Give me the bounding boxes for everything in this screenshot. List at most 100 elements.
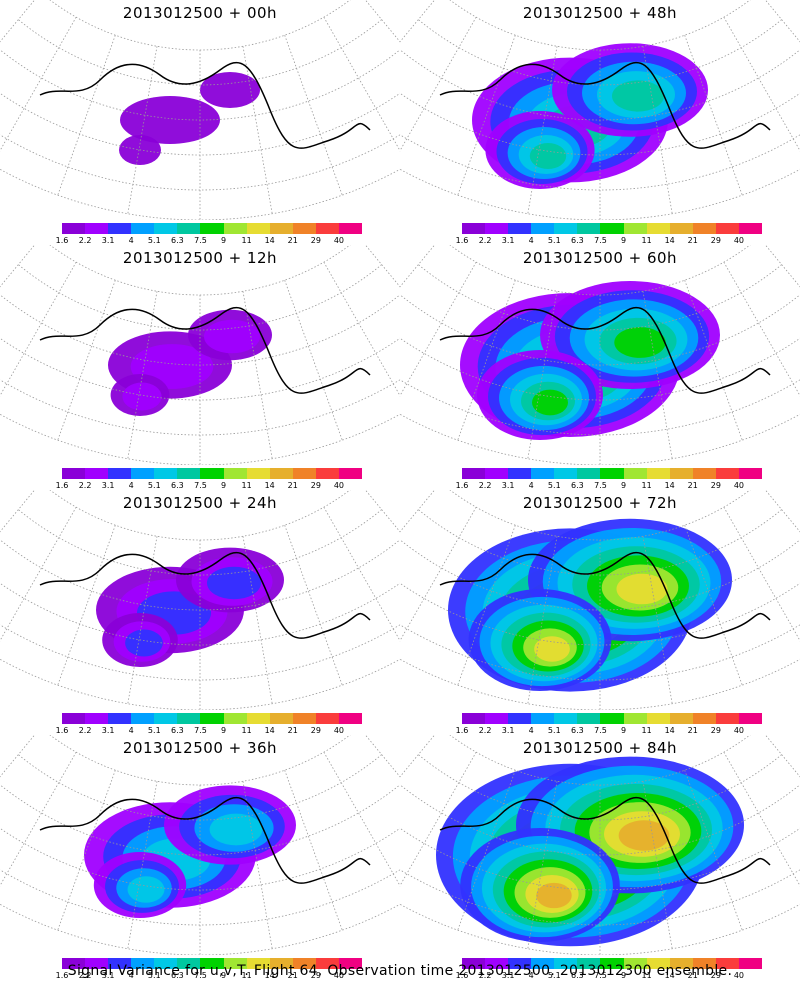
- colorbar-tick-label: 6.3: [171, 236, 184, 245]
- colorbar-swatch: [85, 223, 109, 234]
- colorbar-swatch: [577, 468, 601, 479]
- colorbar-swatch: [223, 958, 247, 969]
- colorbar-tick-label: 40: [733, 971, 745, 980]
- colorbar-swatch: [623, 958, 647, 969]
- colorbar-tick-label: 7.5: [194, 971, 207, 980]
- colorbar-tick-label: 3.1: [501, 236, 515, 245]
- colorbar-swatch: [108, 713, 132, 724]
- colorbar-swatch: [508, 713, 532, 724]
- colorbar-tick-label: 2.2: [478, 726, 492, 735]
- polar-map: [0, 490, 400, 710]
- colorbar-swatch: [154, 958, 178, 969]
- colorbar-tick-label: 14: [664, 481, 675, 490]
- colorbar-swatch: [692, 223, 716, 234]
- colorbar-swatch: [715, 468, 739, 479]
- colorbar-swatch: [154, 223, 178, 234]
- colorbar-labels: 1.6 2.2 3.1 4 5.1 6.3 7.5 9 11 14 21 29 40: [456, 481, 762, 491]
- colorbar-tick-label: 1.6: [55, 481, 69, 490]
- colorbar-swatch: [200, 223, 224, 234]
- colorbar-swatch: [600, 223, 624, 234]
- colorbar-tick-label: 40: [733, 726, 745, 735]
- colorbar-tick-label: 5.1: [147, 481, 161, 490]
- map-panel: 2013012500 + 60h 1.6 2.2 3.1 4 5.1 6.3 7.5 9 11 14…: [400, 245, 800, 490]
- figure-caption: Signal Variance for u,v,T. Flight 64. Ob…: [67, 963, 733, 979]
- colorbar-tick-label: 21: [287, 236, 298, 245]
- colorbar-swatch: [485, 958, 509, 969]
- map-panel: 2013012500 + 12h 1.6 2.2 3.1 4 5.1 6.3 7.5 9 11 14…: [0, 245, 400, 490]
- colorbar-swatch: [154, 468, 178, 479]
- colorbar-swatch: [623, 713, 647, 724]
- polar-map: [0, 245, 400, 465]
- colorbar-tick-label: 4: [128, 971, 134, 980]
- colorbar-tick-label: 1.6: [55, 726, 69, 735]
- colorbar: [462, 223, 763, 234]
- colorbar-swatch: [223, 713, 247, 724]
- colorbar-tick-label: 40: [333, 726, 345, 735]
- colorbar-tick-label: 6.3: [571, 971, 584, 980]
- colorbar-tick-label: 6.3: [171, 726, 184, 735]
- colorbar-tick-label: 21: [687, 726, 698, 735]
- colorbar-swatch: [154, 713, 178, 724]
- colorbar-labels: 1.6 2.2 3.1 4 5.1 6.3 7.5 9 11 14 21 29 40: [56, 481, 362, 491]
- panel-title: 2013012500 + 00h: [122, 4, 278, 22]
- colorbar-tick-label: 9: [620, 236, 627, 245]
- colorbar-tick-label: 3.1: [501, 481, 515, 490]
- polar-map: [400, 735, 800, 955]
- colorbar-swatch: [246, 223, 270, 234]
- colorbar-swatch: [292, 223, 316, 234]
- colorbar-swatch: [508, 468, 532, 479]
- colorbar-tick-label: 5.1: [547, 726, 561, 735]
- colorbar-tick-label: 9: [620, 726, 627, 735]
- colorbar-tick-label: 2.2: [78, 481, 92, 490]
- colorbar: [62, 468, 363, 479]
- colorbar-swatch: [623, 468, 647, 479]
- map-panel: 2013012500 + 00h 1.6 2.2 3.1 4 5.1 6.3 7.5 9 11 14…: [0, 0, 400, 245]
- colorbar-swatch: [200, 958, 224, 969]
- colorbar-tick-label: 40: [333, 481, 345, 490]
- panel-title: 2013012500 + 60h: [522, 249, 678, 267]
- colorbar-labels: 1.6 2.2 3.1 4 5.1 6.3 7.5 9 11 14 21 29 40: [56, 971, 362, 981]
- colorbar-swatch: [462, 713, 486, 724]
- colorbar-swatch: [292, 713, 316, 724]
- colorbar-swatch: [62, 713, 86, 724]
- colorbar-swatch: [85, 713, 109, 724]
- coastline: [39, 306, 371, 394]
- colorbar-swatch: [531, 468, 555, 479]
- colorbar-swatch: [715, 223, 739, 234]
- colorbar-swatch: [462, 958, 486, 969]
- colorbar-swatch: [738, 713, 763, 724]
- colorbar-tick-label: 9: [620, 971, 627, 980]
- colorbar-swatch: [577, 713, 601, 724]
- colorbar-swatch: [62, 958, 86, 969]
- colorbar-swatch: [269, 713, 293, 724]
- colorbar-tick-label: 29: [710, 726, 721, 735]
- colorbar-swatch: [177, 468, 201, 479]
- colorbar-tick-label: 21: [687, 236, 698, 245]
- coastline: [39, 61, 371, 149]
- coastline: [39, 796, 371, 884]
- colorbar-swatch: [577, 958, 601, 969]
- colorbar-tick-label: 11: [241, 236, 252, 245]
- colorbar-swatch: [108, 223, 132, 234]
- colorbar-tick-label: 14: [664, 726, 675, 735]
- colorbar-swatch: [715, 713, 739, 724]
- panel-title: 2013012500 + 48h: [522, 4, 678, 22]
- colorbar-swatch: [508, 958, 532, 969]
- colorbar-swatch: [554, 468, 578, 479]
- polar-map: [400, 490, 800, 710]
- colorbar-tick-label: 1.6: [455, 236, 469, 245]
- colorbar-tick-label: 4: [528, 481, 534, 490]
- colorbar-tick-label: 2.2: [78, 971, 92, 980]
- colorbar-tick-label: 4: [128, 236, 134, 245]
- colorbar-swatch: [462, 468, 486, 479]
- colorbar-swatch: [315, 468, 339, 479]
- panel-title: 2013012500 + 84h: [522, 739, 678, 757]
- colorbar-tick-label: 3.1: [101, 481, 115, 490]
- colorbar-tick-label: 11: [241, 971, 252, 980]
- colorbar-tick-label: 9: [220, 236, 227, 245]
- variance-field: [472, 43, 708, 189]
- colorbar-tick-label: 4: [528, 726, 534, 735]
- colorbar-swatch: [738, 468, 763, 479]
- colorbar-swatch: [246, 713, 270, 724]
- colorbar-tick-label: 5.1: [147, 726, 161, 735]
